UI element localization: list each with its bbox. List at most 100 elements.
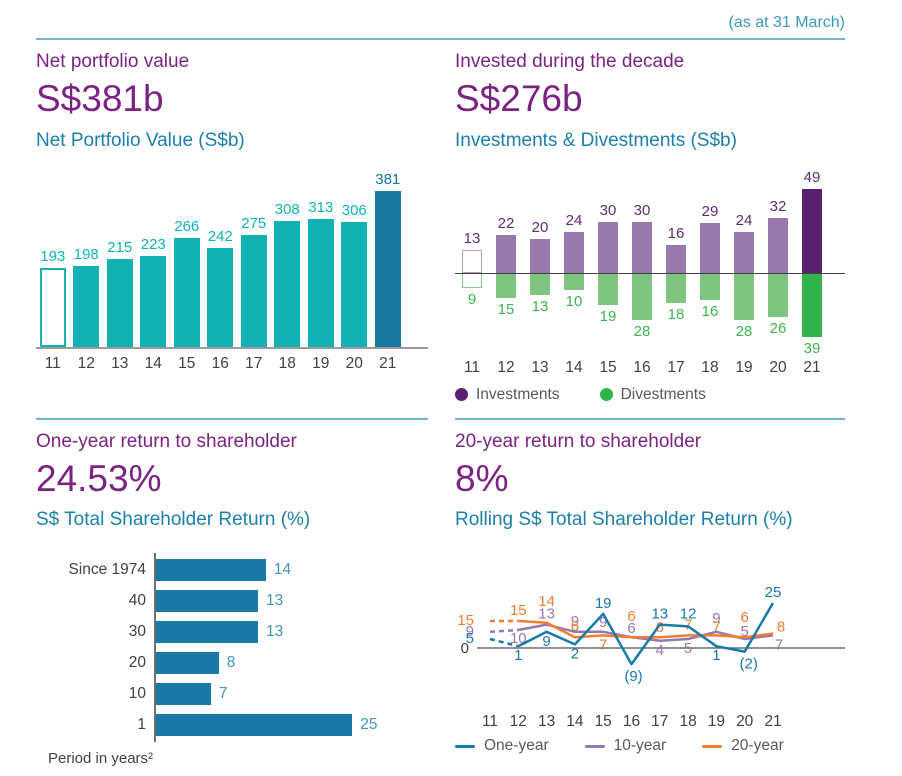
divestment-value-label: 15	[497, 301, 515, 319]
category-label: Since 1974	[68, 561, 146, 579]
divestment-bar	[802, 272, 822, 337]
bar-column: 30 28	[625, 169, 659, 357]
investment-value-label: 30	[599, 201, 617, 219]
tsr-bars: 14 13 13 8 7 25	[154, 553, 428, 743]
bar-column: 20 13	[523, 169, 557, 357]
investment-half: 49	[802, 169, 822, 273]
legend-item: Divestments	[599, 385, 706, 404]
point-value-label: 8	[777, 619, 785, 636]
bar-row: 7	[156, 683, 428, 706]
year-label: 18	[701, 358, 719, 376]
bar	[156, 714, 353, 737]
divestment-value-label: 9	[467, 290, 477, 308]
year-label: 19	[312, 354, 330, 372]
10-year-line-dashed	[489, 628, 519, 634]
investment-bar	[564, 231, 584, 273]
divestment-value-label: 13	[531, 297, 549, 315]
bar-value-label: 223	[140, 235, 166, 253]
point-value-label: 15	[457, 612, 474, 629]
year-label: 20	[769, 358, 787, 376]
year-label: 15	[178, 354, 196, 372]
divestment-bar	[564, 272, 584, 290]
top-row: Net portfolio value S$381b Net Portfolio…	[36, 40, 845, 404]
year-label: 18	[278, 354, 296, 372]
divestment-half: 19	[598, 272, 618, 357]
divestment-bar	[734, 272, 754, 321]
year-label: 14	[566, 713, 584, 730]
panel-title: Net portfolio value	[36, 51, 190, 72]
year-label: 13	[538, 713, 555, 730]
year-label: 17	[245, 354, 263, 372]
divestment-half: 39	[802, 272, 822, 357]
divestment-half: 9	[462, 272, 482, 357]
investment-value-label: 29	[701, 203, 719, 221]
bar-row: 13	[156, 621, 428, 644]
bar	[240, 234, 267, 347]
investment-value-label: 32	[769, 198, 787, 216]
investment-bar	[802, 189, 822, 273]
chart-title: Net Portfolio Value (S$b)	[36, 129, 245, 151]
divestment-bar	[666, 272, 686, 304]
divestment-half: 26	[768, 272, 788, 357]
year-label: 19	[708, 713, 725, 730]
headline-value: 8%	[455, 457, 509, 499]
year-label: 17	[667, 358, 685, 376]
point-value-label: 13	[538, 606, 555, 623]
divestment-value-label: 28	[633, 323, 651, 341]
zero-axis-line	[455, 272, 845, 274]
bar-value-label: 198	[73, 245, 99, 263]
investment-half: 24	[564, 169, 584, 273]
year-label: 17	[651, 713, 668, 730]
investment-bar	[530, 238, 550, 273]
investment-value-label: 20	[531, 218, 549, 236]
tsr-chart: Since 1974 40 30 20 10 1 14 13 13 8 7 25	[36, 553, 428, 743]
divestment-value-label: 39	[803, 339, 821, 357]
bar-column: 266	[170, 218, 204, 347]
year-label: 13	[111, 354, 129, 372]
point-value-label: 4	[656, 642, 664, 659]
divestment-bar	[632, 272, 652, 321]
chart-title: Investments & Divestments (S$b)	[455, 129, 737, 151]
bar-value-label: 193	[40, 247, 66, 265]
point-value-label: 6	[656, 619, 664, 636]
investment-half: 13	[462, 169, 482, 273]
npv-year-labels: 11 12 13 14 15 16 17 18 19 20 21	[36, 355, 428, 373]
investment-half: 20	[530, 169, 550, 273]
bar	[156, 621, 258, 644]
legend-label: One-year	[484, 737, 549, 755]
bar-column: 381	[371, 171, 405, 347]
point-value-label: 1	[514, 647, 522, 664]
year-label: 12	[497, 358, 515, 376]
panel-title: 20-year return to shareholder	[455, 430, 702, 452]
bar-value-label: 306	[341, 202, 367, 220]
bar-column: 198	[70, 246, 104, 347]
year-label: 16	[211, 354, 229, 372]
point-value-label: 9	[712, 610, 720, 627]
as-at-date: (as at 31 March)	[728, 14, 845, 31]
20-year-legend-swatch	[702, 744, 723, 748]
point-value-label: 7	[684, 616, 692, 633]
investment-bar	[734, 231, 754, 273]
bar-column: 242	[204, 228, 238, 347]
one-year-line	[517, 602, 775, 666]
chart-footnote: Period in years²	[48, 750, 154, 768]
point-value-label: 13	[651, 606, 668, 623]
point-value-label: (9)	[624, 668, 642, 685]
point-value-label: 6	[741, 609, 749, 626]
legend-label: Divestments	[620, 385, 706, 403]
category-label: 20	[128, 654, 146, 672]
tsr-category-labels: Since 1974 40 30 20 10 1	[36, 553, 154, 742]
legend-label: 10-year	[613, 737, 667, 755]
year-label: 12	[510, 713, 527, 730]
divestment-bar	[462, 272, 482, 288]
year-label: 13	[531, 358, 549, 376]
bar-column: 308	[271, 201, 305, 347]
divestment-value-label: 28	[735, 323, 753, 341]
point-value-label: 6	[571, 618, 579, 635]
divestment-half: 10	[564, 272, 584, 357]
divestment-half: 15	[496, 272, 516, 357]
divestment-bar	[768, 272, 788, 317]
rolling-tsr-legend: One-year 10-year 20-year	[455, 737, 845, 755]
panel-net-portfolio-value: Net portfolio value S$381b Net Portfolio…	[36, 40, 428, 404]
investment-value-label: 24	[735, 211, 753, 229]
